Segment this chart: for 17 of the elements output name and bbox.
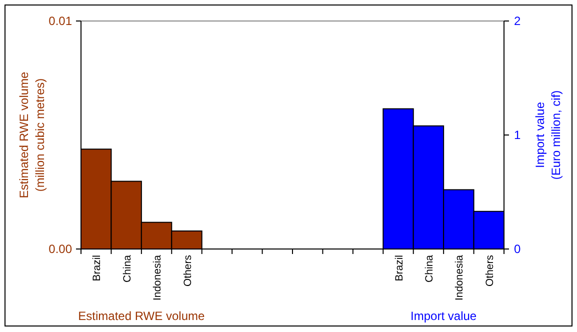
x-tick-label: China — [423, 254, 436, 282]
text: Import value — [410, 309, 477, 323]
text: Estimated RWE volume — [78, 309, 205, 323]
y2-tick-label: 2 — [514, 14, 521, 28]
y-axis-title: Estimated RWE volume (million cubic metres) — [17, 71, 47, 198]
y-tick-label: 0.00 — [48, 242, 72, 256]
x-tick-label: Brazil — [393, 255, 406, 282]
x-tick-label: Others — [484, 255, 496, 287]
y2-axis-title: Import value (Euro million, cif) — [533, 90, 563, 180]
x-tick-label: Others — [182, 255, 194, 287]
y-tick-label: 0.01 — [48, 14, 72, 28]
x-tick-label: Brazil — [91, 255, 104, 282]
y2-tick-label: 1 — [514, 128, 521, 142]
x-tick-label: Indonesia — [152, 254, 164, 301]
x-tick-label: China — [121, 254, 134, 282]
x-tick-label: Indonesia — [454, 254, 466, 301]
y2-tick-label: 0 — [514, 242, 521, 256]
